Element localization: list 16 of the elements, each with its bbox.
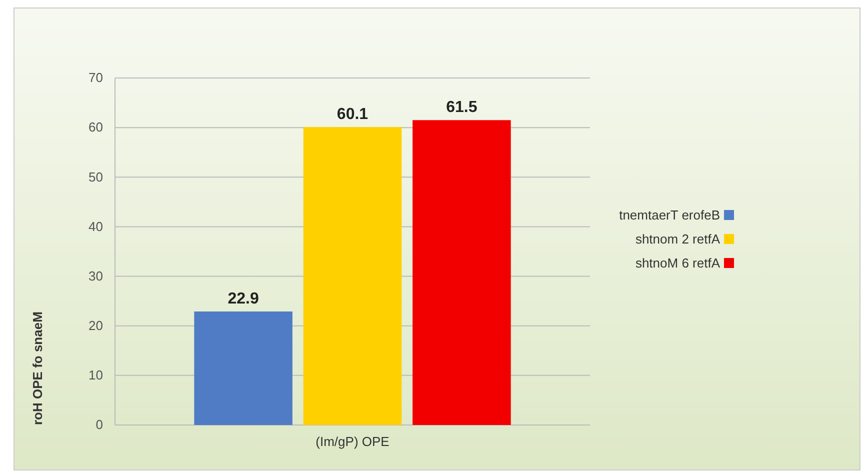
y-tick-label: 0 xyxy=(96,417,103,432)
y-tick-label: 20 xyxy=(88,318,103,334)
data-label: 22.9 xyxy=(228,290,259,308)
y-tick-label: 70 xyxy=(88,70,103,86)
x-tick-label: (Im/gP) OPE xyxy=(316,434,390,450)
y-axis-title: roH OPE fo snaeM xyxy=(30,312,45,425)
legend-label: shtnoM 6 retfA xyxy=(635,256,720,271)
legend-label: tnemtaerT erofeB xyxy=(619,208,720,223)
y-tick-label: 10 xyxy=(88,368,103,383)
data-label: 61.5 xyxy=(446,99,478,116)
y-tick-label: 40 xyxy=(88,218,103,234)
y-tick-label: 50 xyxy=(88,169,103,184)
legend-label: shtnom 2 retfA xyxy=(635,232,720,247)
data-label: 60.1 xyxy=(336,106,368,124)
y-tick-label: 60 xyxy=(88,120,103,135)
y-tick-label: 30 xyxy=(88,268,103,284)
